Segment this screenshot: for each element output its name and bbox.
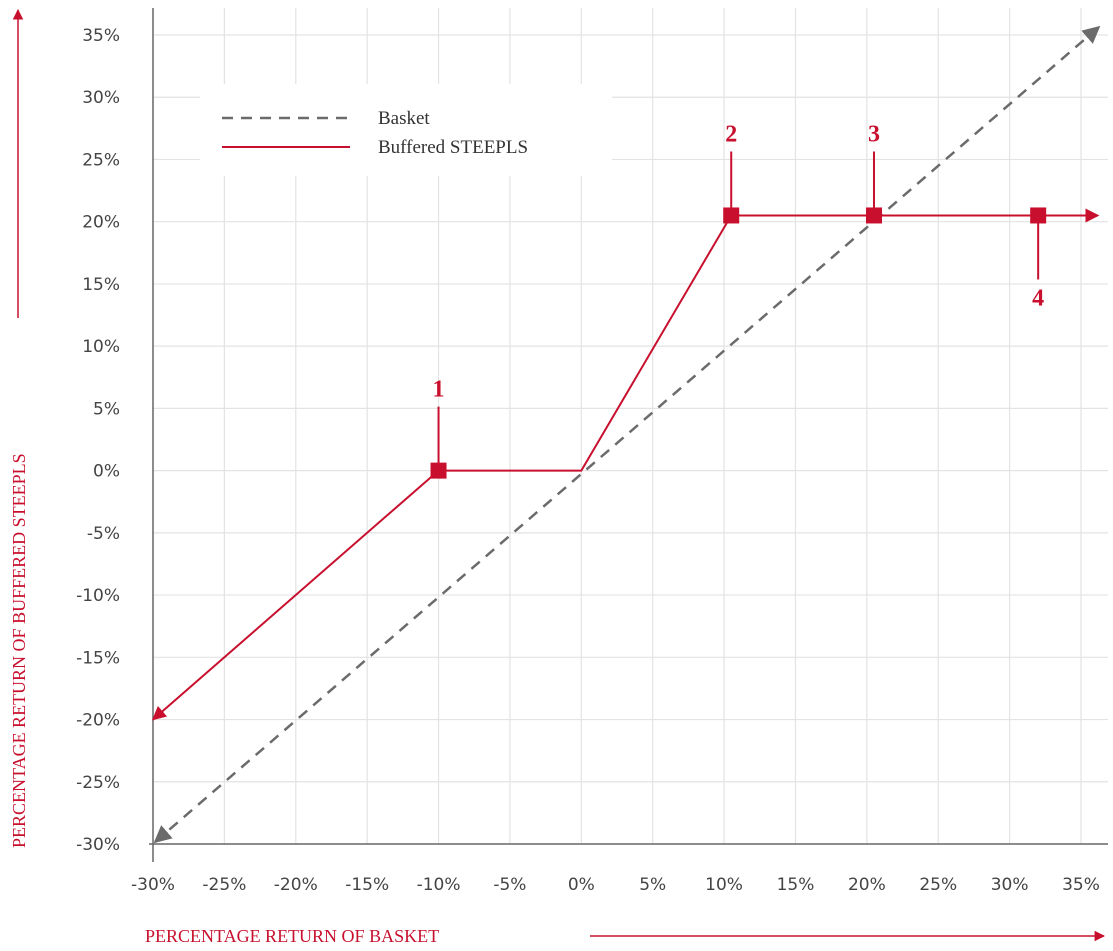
x-tick-label: 30% [991, 875, 1029, 895]
legend-basket-label: Basket [378, 108, 430, 129]
x-axis-title-group: PERCENTAGE RETURN OF BASKET [145, 926, 1106, 946]
y-tick-label: 30% [82, 88, 120, 108]
marker-square [723, 207, 740, 224]
legend: Basket Buffered STEEPLS [200, 84, 612, 176]
x-tick-label: 0% [568, 875, 595, 895]
x-tick-label: 15% [777, 875, 815, 895]
marker-square [430, 462, 447, 479]
x-tick-label: 25% [919, 875, 957, 895]
y-tick-label: 5% [93, 399, 120, 419]
marker-square [865, 207, 882, 224]
y-tick-label: -10% [76, 586, 120, 606]
x-tick-label: 10% [705, 875, 743, 895]
marker-square [1030, 207, 1047, 224]
y-tick-label: -25% [76, 773, 120, 793]
y-tick-label: 25% [82, 150, 120, 170]
y-axis-title: PERCENTAGE RETURN OF BUFFERED STEEPLS [9, 453, 29, 848]
legend-box [200, 84, 612, 176]
y-axis-title-group: PERCENTAGE RETURN OF BUFFERED STEEPLS [9, 8, 29, 848]
x-tick-label: -25% [202, 875, 246, 895]
y-tick-label: 0% [93, 462, 120, 482]
y-tick-label: -30% [76, 835, 120, 855]
x-tick-label: -15% [345, 875, 389, 895]
y-tick-labels: -30% -25% -20% -15% -10% -5% 0% 5% 10% 15% 20% 25% 3… [76, 26, 120, 855]
x-tick-label: 5% [639, 875, 666, 895]
x-tick-label: -20% [274, 875, 318, 895]
series-steepls-line [151, 208, 1100, 721]
y-tick-label: -20% [76, 711, 120, 731]
y-tick-label: -5% [87, 524, 120, 544]
marker-layer: 1 2 3 4 [430, 121, 1047, 479]
x-tick-label: 20% [848, 875, 886, 895]
marker-label: 3 [868, 121, 880, 147]
x-tick-label: -30% [131, 875, 175, 895]
y-tick-label: -15% [76, 648, 120, 668]
x-tick-label: -10% [417, 875, 461, 895]
marker-label: 4 [1032, 285, 1044, 311]
y-tick-label: 15% [82, 275, 120, 295]
marker-label: 1 [433, 377, 445, 403]
y-tick-label: 35% [82, 26, 120, 46]
x-axis-title: PERCENTAGE RETURN OF BASKET [145, 926, 439, 946]
y-tick-label: 20% [82, 213, 120, 233]
marker-label: 2 [725, 121, 737, 147]
x-tick-label: 35% [1062, 875, 1100, 895]
legend-steepls-label: Buffered STEEPLS [378, 137, 528, 158]
x-tick-labels: -30% -25% -20% -15% -10% -5% 0% 5% 10% 15% 20% 25% 3… [131, 875, 1100, 895]
y-tick-label: 10% [82, 337, 120, 357]
x-tick-label: -5% [493, 875, 526, 895]
